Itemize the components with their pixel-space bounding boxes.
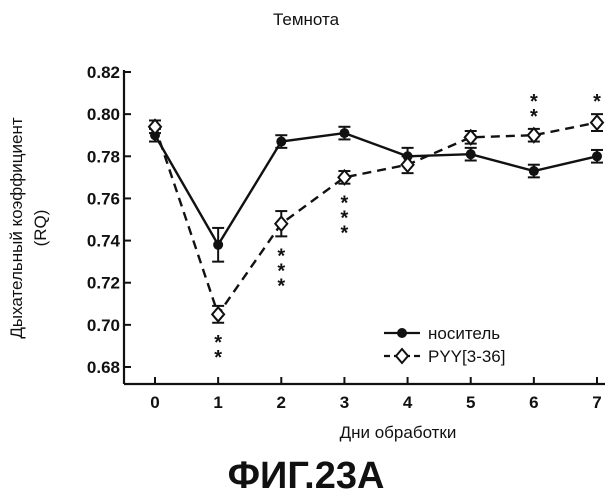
y-tick-label: 0.68 bbox=[87, 358, 120, 377]
x-tick-label: 6 bbox=[529, 393, 538, 412]
legend-label-pyy: PYY[3-36] bbox=[428, 347, 506, 366]
star-glyph: * bbox=[277, 275, 285, 297]
y-tick-label: 0.82 bbox=[87, 63, 120, 82]
x-tick-label: 1 bbox=[213, 393, 222, 412]
x-tick-label: 3 bbox=[340, 393, 349, 412]
y-tick-label: 0.76 bbox=[87, 189, 120, 208]
data-point bbox=[592, 151, 602, 161]
data-point bbox=[276, 137, 286, 147]
x-tick-label: 4 bbox=[403, 393, 413, 412]
data-point bbox=[528, 128, 540, 142]
series-group bbox=[149, 114, 603, 323]
legend-marker-pyy bbox=[396, 349, 408, 363]
significance-stars: ** bbox=[530, 91, 538, 128]
x-axis-label: Дни обработки bbox=[340, 423, 457, 442]
star-glyph: * bbox=[530, 106, 538, 128]
legend-marker-vehicle bbox=[397, 328, 407, 338]
y-axis-label: Дыхательный коэффициент bbox=[7, 117, 26, 339]
chart-title: Темнота bbox=[273, 10, 340, 29]
x-ticks: 0 1 2 3 4 5 6 7 bbox=[150, 377, 601, 412]
legend: носитель PYY[3-36] bbox=[384, 324, 506, 366]
data-point bbox=[212, 307, 224, 321]
x-tick-label: 0 bbox=[150, 393, 159, 412]
data-point bbox=[465, 130, 477, 144]
y-tick-label: 0.80 bbox=[87, 105, 120, 124]
data-point bbox=[149, 120, 161, 134]
significance-stars: *** bbox=[341, 193, 349, 245]
significance-stars: * bbox=[593, 91, 601, 113]
legend-label-vehicle: носитель bbox=[428, 324, 500, 343]
series-vehicle bbox=[149, 127, 603, 262]
data-point bbox=[402, 158, 414, 172]
data-point bbox=[466, 149, 476, 159]
x-tick-label: 5 bbox=[466, 393, 475, 412]
figure-caption: ФИГ.23А bbox=[228, 455, 385, 497]
y-tick-label: 0.70 bbox=[87, 316, 120, 335]
significance-stars: ** bbox=[214, 332, 222, 369]
y-tick-label: 0.78 bbox=[87, 147, 120, 166]
data-point bbox=[591, 116, 603, 130]
star-glyph: * bbox=[214, 347, 222, 369]
data-point bbox=[339, 128, 349, 138]
star-glyph: * bbox=[593, 91, 601, 113]
data-point bbox=[338, 170, 350, 184]
y-tick-label: 0.72 bbox=[87, 274, 120, 293]
y-axis-label-unit: (RQ) bbox=[31, 210, 50, 247]
series-line bbox=[155, 123, 597, 315]
x-tick-label: 2 bbox=[277, 393, 286, 412]
x-tick-label: 7 bbox=[592, 393, 601, 412]
star-glyph: * bbox=[341, 223, 349, 245]
data-point bbox=[213, 240, 223, 250]
data-point bbox=[529, 166, 539, 176]
y-tick-label: 0.74 bbox=[87, 232, 121, 251]
significance-stars: *** bbox=[277, 245, 285, 297]
